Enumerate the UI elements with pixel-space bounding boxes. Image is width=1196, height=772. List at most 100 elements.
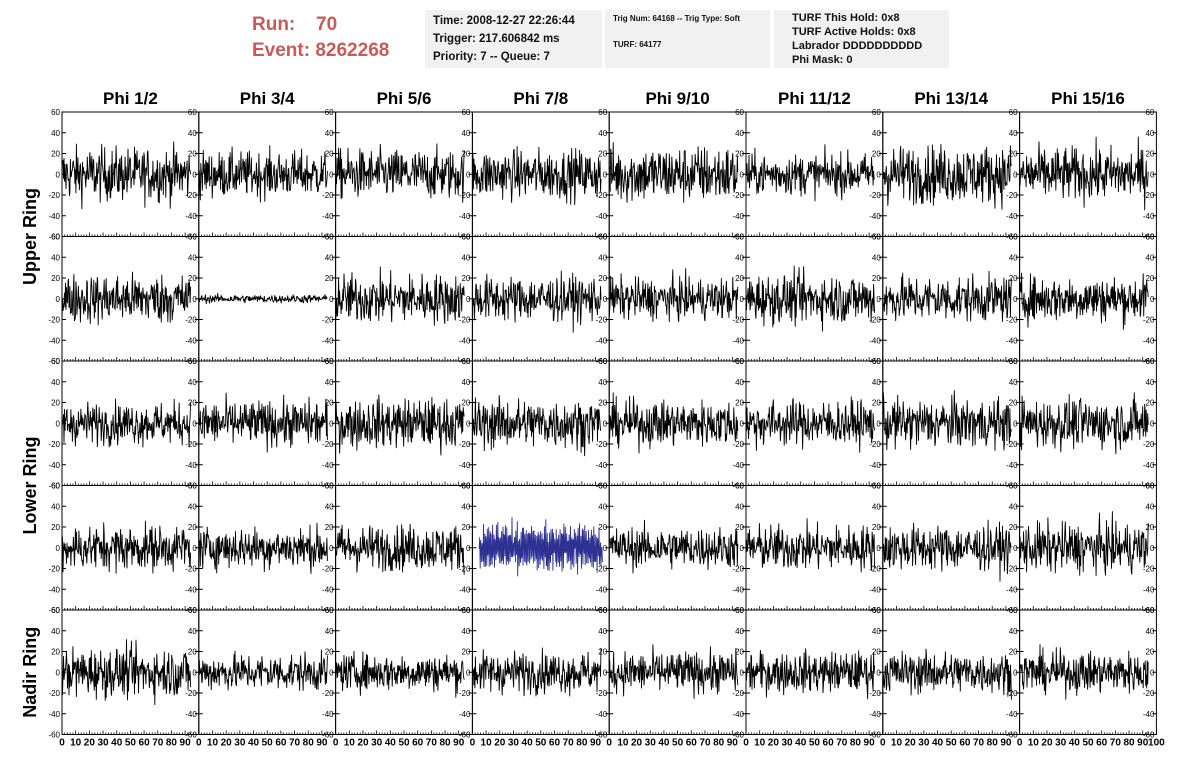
y-tick-label: -20	[322, 440, 334, 449]
y-tick-label: -20	[1143, 316, 1155, 325]
y-tick-label: 60	[188, 482, 197, 491]
y-tick-label: -20	[459, 316, 471, 325]
y-tick-label: 60	[461, 233, 470, 242]
y-tick-label: -40	[1143, 336, 1155, 345]
y-tick-label: -20	[732, 440, 744, 449]
phi-mask-text: Phi Mask: 0	[792, 54, 853, 66]
y-tick-label: -20	[732, 689, 744, 698]
x-tick-label: 50	[262, 738, 274, 749]
x-tick-label: 10	[70, 738, 82, 749]
column-header: Phi 11/12	[778, 89, 851, 108]
y-tick-label: 60	[735, 482, 744, 491]
column-header: Phi 3/4	[240, 89, 295, 108]
y-tick-label: 20	[1145, 399, 1154, 408]
x-tick-label: 80	[439, 738, 451, 749]
y-tick-label: 20	[51, 399, 60, 408]
waveform-trace	[745, 144, 875, 202]
y-tick-label: -40	[48, 461, 60, 470]
waveform-trace	[61, 520, 192, 574]
y-tick-label: -40	[48, 212, 60, 221]
y-tick-label: -40	[596, 585, 608, 594]
x-tick-label: 70	[1110, 738, 1122, 749]
x-tick-label: 90	[1000, 738, 1012, 749]
y-tick-label: -40	[596, 461, 608, 470]
y-tick-label: -40	[596, 336, 608, 345]
y-tick-label: 40	[188, 378, 197, 387]
waveform-trace	[61, 271, 192, 326]
x-tick-label: 60	[549, 738, 561, 749]
x-tick-label: 30	[645, 738, 657, 749]
y-tick-label: 60	[325, 233, 334, 242]
y-tick-label: -40	[459, 585, 471, 594]
y-tick-label: -60	[869, 731, 881, 740]
waveform-trace	[882, 144, 1012, 210]
x-tick-label: 40	[795, 738, 807, 749]
y-tick-label: -40	[1143, 212, 1155, 221]
x-tick-label: 50	[1082, 738, 1094, 749]
waveform-trace	[745, 648, 876, 700]
y-tick-label: 60	[1145, 233, 1154, 242]
y-tick-label: -60	[48, 482, 60, 491]
trig-num-text: Trig Num: 64168 -- Trig Type: Soft	[613, 14, 740, 23]
x-tick-label: 20	[84, 738, 96, 749]
y-tick-label: 40	[598, 129, 607, 138]
waveform-trace	[608, 519, 739, 574]
y-tick-label: 60	[598, 606, 607, 615]
y-tick-label: 0	[329, 419, 334, 428]
y-tick-label: -20	[185, 440, 197, 449]
x-tick-label: 30	[234, 738, 246, 749]
x-tick-label: 20	[494, 738, 506, 749]
x-tick-label: 40	[932, 738, 944, 749]
waveform-trace	[61, 141, 192, 210]
y-tick-label: 40	[1145, 502, 1154, 511]
y-tick-label: 40	[51, 627, 60, 636]
column-header: Phi 9/10	[645, 89, 709, 108]
column-header: Phi 5/6	[377, 89, 432, 108]
y-tick-label: 0	[1150, 668, 1155, 677]
y-tick-label: 20	[735, 648, 744, 657]
y-tick-label: -40	[322, 212, 334, 221]
waveform-trace	[745, 396, 876, 453]
y-tick-label: -40	[322, 710, 334, 719]
x-tick-label: 60	[823, 738, 835, 749]
waveform-trace	[198, 649, 328, 691]
x-tick-label: 60	[1096, 738, 1108, 749]
x-tick-label: 100	[1148, 738, 1165, 749]
waveform-trace	[745, 518, 876, 573]
y-tick-label: 0	[603, 170, 608, 179]
y-tick-label: -40	[185, 336, 197, 345]
y-tick-label: 20	[872, 399, 881, 408]
y-tick-label: -20	[1006, 440, 1018, 449]
waveform-trace	[882, 519, 1012, 582]
y-tick-label: 0	[329, 170, 334, 179]
y-tick-label: 40	[188, 627, 197, 636]
ring-label: Lower Ring	[20, 437, 40, 535]
y-tick-label: 0	[329, 668, 334, 677]
y-tick-label: 0	[466, 170, 471, 179]
y-tick-label: 0	[603, 544, 608, 553]
x-tick-label: 30	[97, 738, 109, 749]
y-tick-label: 40	[1009, 129, 1018, 138]
event-line: Event: 8262268	[252, 38, 389, 64]
y-tick-label: -20	[185, 689, 197, 698]
y-tick-label: -60	[48, 357, 60, 366]
ring-label: Nadir Ring	[20, 627, 40, 718]
y-tick-label: -40	[732, 212, 744, 221]
panel-frame	[61, 485, 200, 611]
y-tick-label: -20	[1143, 565, 1155, 574]
x-tick-label: 90	[316, 738, 328, 749]
y-tick-label: 0	[1150, 419, 1155, 428]
y-tick-label: -40	[1006, 336, 1018, 345]
y-tick-label: 0	[466, 419, 471, 428]
y-tick-label: 0	[740, 419, 745, 428]
y-tick-label: -20	[732, 565, 744, 574]
x-tick-label: 30	[508, 738, 520, 749]
waveform-trace	[1019, 272, 1149, 330]
ring-label: Upper Ring	[20, 188, 40, 285]
x-tick-label: 50	[535, 738, 547, 749]
trigger-text: Trigger: 217.606842 ms	[433, 33, 560, 45]
y-tick-label: 40	[51, 253, 60, 262]
y-tick-label: 0	[56, 544, 61, 553]
waveform-trace	[608, 644, 739, 699]
y-tick-label: -20	[48, 316, 60, 325]
